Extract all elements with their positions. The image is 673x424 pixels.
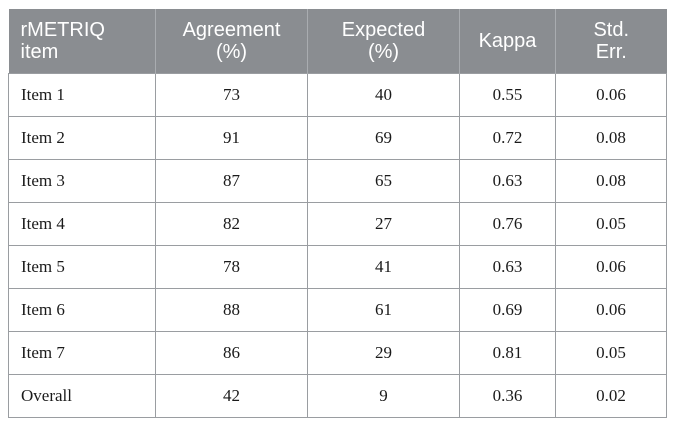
table-row: Item 7 86 29 0.81 0.05 <box>8 330 667 375</box>
cell-expected: 41 <box>307 244 460 289</box>
cell-std-err: 0.06 <box>555 72 667 117</box>
header-text-line: (%) <box>367 40 400 63</box>
cell-std-err: 0.02 <box>555 373 667 418</box>
table-row: Item 1 73 40 0.55 0.06 <box>8 72 667 117</box>
cell-item: Item 7 <box>8 330 156 375</box>
cell-item: Item 6 <box>8 287 156 332</box>
cell-agreement: 91 <box>155 115 308 160</box>
cell-expected: 9 <box>307 373 460 418</box>
table-row: Item 5 78 41 0.63 0.06 <box>8 244 667 289</box>
cell-kappa: 0.55 <box>459 72 556 117</box>
table-body: Item 1 73 40 0.55 0.06 Item 2 91 69 0.72… <box>8 72 667 418</box>
header-expected: Expected (%) <box>307 9 460 73</box>
table-row: Item 3 87 65 0.63 0.08 <box>8 158 667 203</box>
header-rmetriq-item: rMETRIQ item <box>8 9 156 73</box>
header-text-line: Err. <box>595 40 627 63</box>
cell-agreement: 88 <box>155 287 308 332</box>
header-text-line: Kappa <box>478 29 537 52</box>
cell-agreement: 82 <box>155 201 308 246</box>
table-header: rMETRIQ item Agreement (%) Expected (%) … <box>8 9 667 73</box>
cell-item: Overall <box>8 373 156 418</box>
cell-expected: 27 <box>307 201 460 246</box>
cell-kappa: 0.63 <box>459 244 556 289</box>
cell-kappa: 0.69 <box>459 287 556 332</box>
cell-kappa: 0.81 <box>459 330 556 375</box>
cell-expected: 29 <box>307 330 460 375</box>
cell-agreement: 42 <box>155 373 308 418</box>
cell-kappa: 0.36 <box>459 373 556 418</box>
header-kappa: Kappa <box>459 9 556 73</box>
kappa-agreement-table: rMETRIQ item Agreement (%) Expected (%) … <box>8 9 667 418</box>
cell-expected: 61 <box>307 287 460 332</box>
header-text-line: Agreement <box>182 18 281 41</box>
cell-std-err: 0.06 <box>555 287 667 332</box>
table-row: Item 2 91 69 0.72 0.08 <box>8 115 667 160</box>
cell-agreement: 86 <box>155 330 308 375</box>
cell-kappa: 0.76 <box>459 201 556 246</box>
cell-item: Item 1 <box>8 72 156 117</box>
header-text-line: (%) <box>215 40 248 63</box>
header-text-line: rMETRIQ <box>20 18 105 41</box>
cell-item: Item 3 <box>8 158 156 203</box>
header-row: rMETRIQ item Agreement (%) Expected (%) … <box>8 9 667 73</box>
table-row-overall: Overall 42 9 0.36 0.02 <box>8 373 667 418</box>
header-agreement: Agreement (%) <box>155 9 308 73</box>
cell-item: Item 4 <box>8 201 156 246</box>
cell-std-err: 0.06 <box>555 244 667 289</box>
header-text-line: Std. <box>593 18 630 41</box>
cell-item: Item 2 <box>8 115 156 160</box>
cell-kappa: 0.63 <box>459 158 556 203</box>
cell-expected: 65 <box>307 158 460 203</box>
cell-kappa: 0.72 <box>459 115 556 160</box>
cell-std-err: 0.05 <box>555 201 667 246</box>
table-row: Item 4 82 27 0.76 0.05 <box>8 201 667 246</box>
header-text-line: item <box>20 40 59 63</box>
cell-std-err: 0.05 <box>555 330 667 375</box>
cell-agreement: 73 <box>155 72 308 117</box>
cell-expected: 40 <box>307 72 460 117</box>
cell-agreement: 87 <box>155 158 308 203</box>
table-row: Item 6 88 61 0.69 0.06 <box>8 287 667 332</box>
cell-expected: 69 <box>307 115 460 160</box>
cell-std-err: 0.08 <box>555 115 667 160</box>
cell-std-err: 0.08 <box>555 158 667 203</box>
header-std-err: Std. Err. <box>555 9 667 73</box>
cell-item: Item 5 <box>8 244 156 289</box>
cell-agreement: 78 <box>155 244 308 289</box>
header-text-line: Expected <box>341 18 426 41</box>
